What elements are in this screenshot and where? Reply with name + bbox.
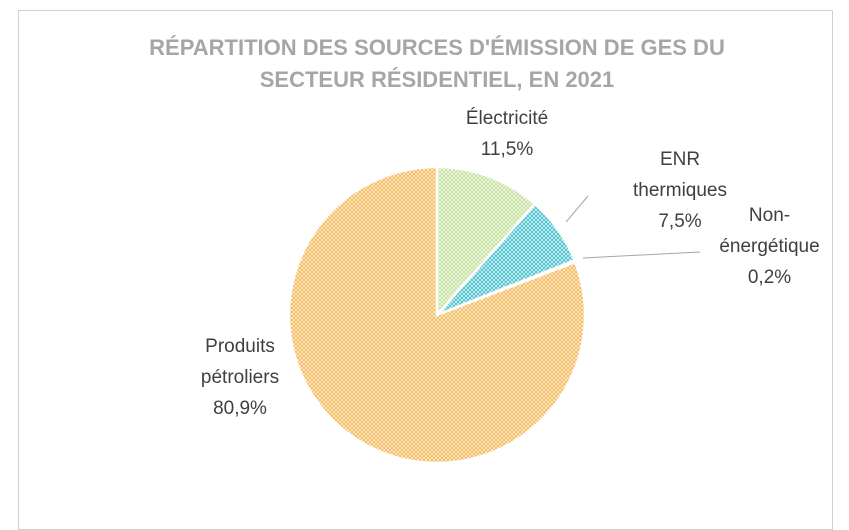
category-label: Produits pétroliers xyxy=(200,336,280,388)
value-label: 0,2% xyxy=(747,267,792,288)
leader-line xyxy=(582,251,701,259)
data-label: Électricité 11,5% xyxy=(447,103,567,165)
category-label: ENR thermiques xyxy=(633,149,727,201)
value-label: 80,9% xyxy=(213,398,267,419)
leader-line xyxy=(565,195,589,223)
chart xyxy=(287,165,701,465)
page: RÉPARTITION DES SOURCES D'ÉMISSION DE GE… xyxy=(18,10,833,530)
chart-title: RÉPARTITION DES SOURCES D'ÉMISSION DE GE… xyxy=(149,35,725,92)
pie-slice xyxy=(435,165,537,319)
category-label: Électricité xyxy=(465,108,549,129)
value-label: 11,5% xyxy=(480,139,534,160)
data-label: ENR thermiques 7,5% xyxy=(625,144,735,237)
pie-slice xyxy=(287,165,587,465)
value-label: 7,5% xyxy=(658,211,702,232)
data-label: Non-énergétique 0,2% xyxy=(712,200,827,293)
data-label: Produits pétroliers 80,9% xyxy=(180,331,300,424)
category-label: Non-énergétique xyxy=(719,205,820,257)
